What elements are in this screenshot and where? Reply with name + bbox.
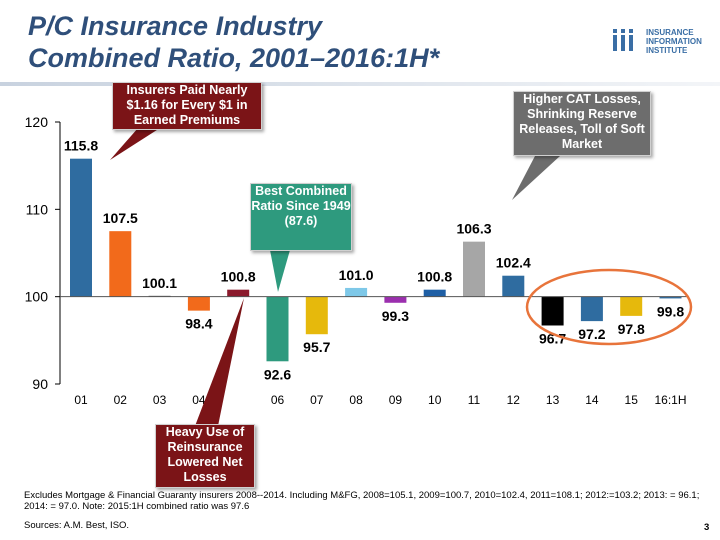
bar-04	[187, 296, 210, 311]
x-tick-label: 16:1H	[654, 393, 686, 407]
x-tick-label: 09	[389, 393, 403, 407]
y-axis: 90 100 110 120	[25, 114, 61, 392]
callout-best-ratio-text: Best Combined Ratio Since 1949 (87.6)	[251, 184, 351, 228]
x-tick-label: 02	[114, 393, 128, 407]
bar-10	[423, 289, 446, 297]
data-label-11: 106.3	[456, 221, 491, 237]
title-line-2: Combined Ratio, 2001–2016:1H*	[28, 43, 440, 73]
data-label-02: 107.5	[103, 210, 138, 226]
data-labels: 115.8 107.5 100.1 98.4 100.8 92.6 95.7 101.0 99.…	[64, 138, 684, 383]
x-tick-label: 03	[153, 393, 167, 407]
bars	[70, 158, 682, 362]
x-tick-label: 07	[310, 393, 324, 407]
y-tick-label: 100	[25, 289, 49, 305]
data-label-05: 100.8	[221, 269, 256, 285]
bar-11	[463, 241, 485, 297]
data-label-06: 92.6	[264, 366, 291, 382]
x-tick-label: 13	[546, 393, 560, 407]
callout-insurers-paid-text: Insurers Paid Nearly $1.16 for Every $1 …	[126, 83, 248, 127]
data-label-03: 100.1	[142, 275, 177, 291]
y-tick-label: 120	[25, 114, 49, 130]
iii-logo-icon	[613, 29, 633, 51]
footnote: Excludes Mortgage & Financial Guaranty i…	[24, 490, 700, 512]
data-label-15: 97.8	[618, 321, 645, 337]
data-label-13: 96.7	[539, 330, 566, 346]
y-tick-label: 110	[26, 201, 49, 217]
bar-02	[109, 231, 132, 297]
x-tick-label: 06	[271, 393, 285, 407]
logo-line-2: INFORMATION	[646, 37, 702, 46]
sources: Sources: A.M. Best, ISO.	[24, 520, 130, 531]
data-label-01: 115.8	[64, 138, 98, 154]
data-label-08: 101.0	[339, 267, 374, 283]
bar-06	[266, 296, 289, 362]
x-axis: 01 02 03 04 06 07 08 09 10 11 12 13 14 15 16:1H	[60, 296, 688, 407]
callout-pointer-higher-cat	[512, 156, 560, 200]
callout-heavy-use-text: Heavy Use of Reinsurance Lowered Net Los…	[165, 425, 245, 484]
x-tick-label: 08	[349, 393, 363, 407]
data-label-09: 99.3	[382, 308, 409, 324]
bar-01	[70, 158, 92, 297]
bar-12	[502, 275, 525, 297]
bar-09	[384, 296, 407, 303]
callout-pointer-insurers-paid	[110, 128, 160, 160]
data-label-12: 102.4	[496, 255, 531, 271]
x-tick-label: 12	[507, 393, 521, 407]
logo-line-3: INSTITUTE	[646, 46, 688, 55]
data-label-16:1H: 99.8	[657, 303, 684, 319]
data-label-04: 98.4	[185, 316, 212, 332]
iii-logo-text: INSURANCE INFORMATION INSTITUTE	[646, 28, 702, 55]
bar-15	[620, 296, 643, 316]
x-tick-label: 14	[585, 393, 599, 407]
y-tick-label: 90	[32, 376, 48, 392]
x-tick-label: 01	[74, 393, 88, 407]
callout-pointer-best-ratio	[270, 250, 290, 292]
callout-insurers-paid: Insurers Paid Nearly $1.16 for Every $1 …	[112, 82, 262, 130]
data-label-14: 97.2	[578, 326, 605, 342]
recent-years-highlight-circle	[525, 268, 693, 346]
x-tick-label: 15	[625, 393, 639, 407]
title-divider	[0, 82, 720, 86]
x-tick-label: 04	[192, 393, 206, 407]
callout-best-ratio: Best Combined Ratio Since 1949 (87.6)	[250, 183, 352, 251]
callout-pointer-heavy-use	[195, 298, 244, 426]
bar-14	[580, 296, 603, 322]
x-tick-label: 10	[428, 393, 442, 407]
bar-13	[541, 296, 564, 326]
page-title: P/C Insurance Industry Combined Ratio, 2…	[28, 10, 439, 74]
x-tick-label: 11	[468, 393, 481, 407]
data-label-07: 95.7	[303, 339, 330, 355]
callout-higher-cat-text: Higher CAT Losses, Shrinking Reserve Rel…	[519, 92, 645, 151]
bar-08	[345, 287, 368, 297]
logo-line-1: INSURANCE	[646, 28, 694, 37]
page-number: 3	[704, 522, 710, 533]
bar-16:1H	[659, 296, 682, 299]
iii-logo: INSURANCE INFORMATION INSTITUTE	[606, 24, 716, 60]
title-line-1: P/C Insurance Industry	[28, 11, 323, 41]
bar-07	[305, 296, 328, 335]
callout-heavy-use: Heavy Use of Reinsurance Lowered Net Los…	[155, 424, 255, 488]
data-label-10: 100.8	[417, 269, 452, 285]
bar-05	[227, 289, 250, 297]
combined-ratio-chart: 90 100 110 120 115.8 107.5 100.1 98.4 100.8 92.6…	[25, 114, 693, 426]
callout-higher-cat: Higher CAT Losses, Shrinking Reserve Rel…	[513, 91, 651, 156]
